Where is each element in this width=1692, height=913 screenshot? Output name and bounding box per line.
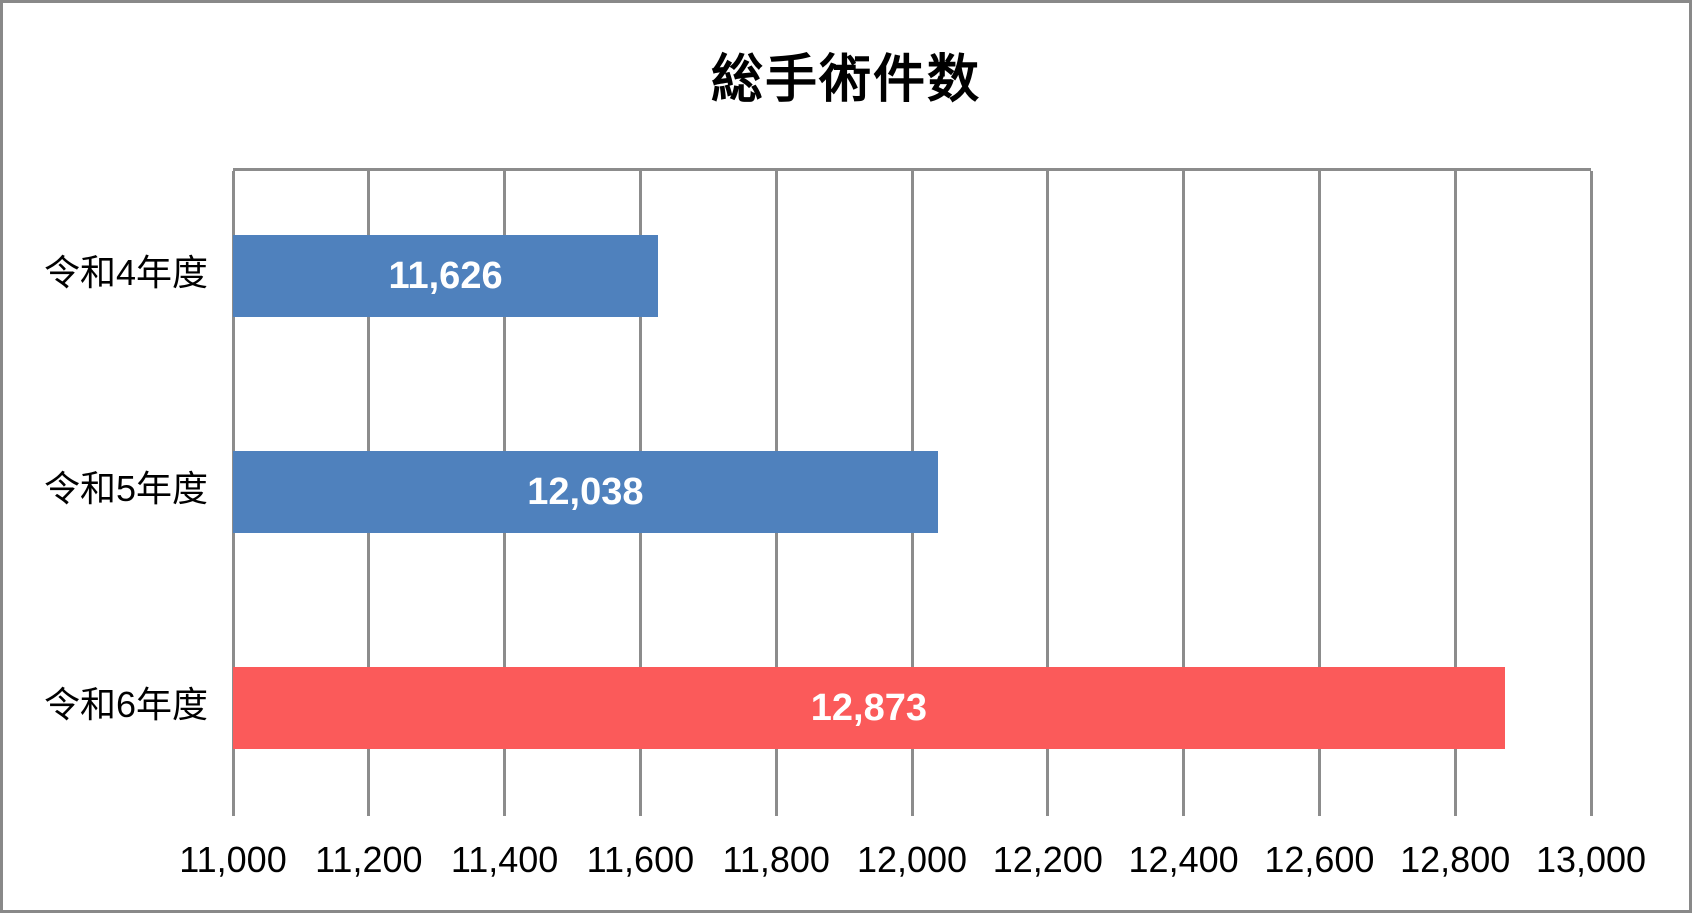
gridline <box>1182 171 1186 816</box>
data-label: 12,038 <box>527 470 644 513</box>
x-tick-label: 13,000 <box>1535 839 1647 880</box>
x-tick-label: 12,200 <box>992 839 1103 880</box>
x-tick-label: 11,400 <box>450 839 559 880</box>
x-tick-label: 11,800 <box>722 839 830 880</box>
x-tick-label: 11,200 <box>315 839 423 880</box>
category-label: 令和4年度 <box>43 252 208 293</box>
plot-area: 11,626 12,038 12,873 <box>231 168 1593 816</box>
x-tick-label: 12,000 <box>856 839 968 880</box>
bar-令和4年度: 11,626 <box>233 235 659 317</box>
category-label: 令和6年度 <box>43 684 208 725</box>
data-label: 12,873 <box>810 686 927 729</box>
x-tick-label: 12,400 <box>1128 839 1239 880</box>
x-tick-label: 11,000 <box>179 839 287 880</box>
chart-title: 総手術件数 <box>710 51 981 109</box>
gridline <box>1046 171 1050 816</box>
gridline <box>1453 171 1457 816</box>
x-tick-label: 12,800 <box>1400 839 1511 880</box>
data-label: 11,626 <box>388 254 503 297</box>
gridline <box>1317 171 1321 816</box>
x-tick-label: 11,600 <box>586 839 695 880</box>
category-label: 令和5年度 <box>43 468 208 509</box>
x-tick-label: 12,600 <box>1264 839 1375 880</box>
bar-令和5年度: 12,038 <box>233 451 938 533</box>
gridline <box>1589 171 1593 816</box>
bar-令和6年度: 12,873 <box>233 667 1505 749</box>
